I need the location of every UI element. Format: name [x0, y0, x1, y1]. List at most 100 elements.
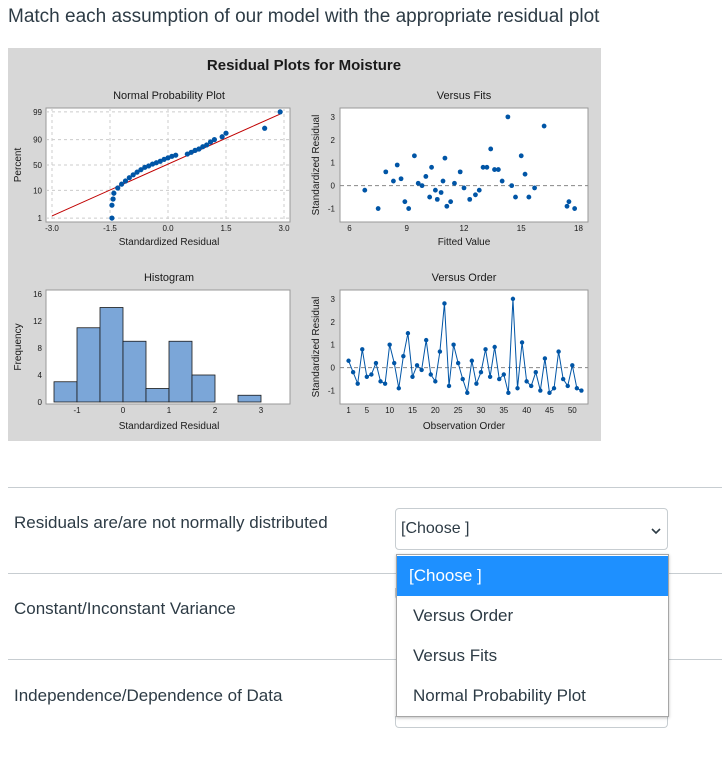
vf-point [440, 178, 446, 184]
dropdown-option[interactable]: [Choose ] [397, 556, 668, 596]
npp-point [196, 146, 202, 152]
vo-point [465, 390, 470, 396]
vo-point [419, 367, 424, 373]
vf-point [480, 164, 486, 170]
vf-xtick: 6 [347, 224, 352, 233]
vf-point [406, 206, 412, 211]
vo-xtick: 1 [346, 406, 351, 415]
npp-point [219, 134, 225, 140]
vo-point [560, 376, 566, 382]
vo-point [547, 390, 552, 396]
dropdown-option[interactable]: Versus Order [413, 606, 514, 625]
vo-xtick: 25 [454, 406, 463, 415]
vo-point [510, 296, 516, 302]
histogram-bar [145, 388, 170, 403]
npp-xlabel: Standardized Residual [119, 237, 220, 248]
vf-point [476, 187, 482, 193]
hist-ytick: 12 [33, 317, 42, 326]
hist-ytick: 0 [38, 398, 43, 407]
vo-xtick: 35 [499, 406, 508, 415]
npp-point [211, 137, 217, 143]
histogram-bar [191, 374, 216, 403]
vo-point [455, 360, 461, 366]
vo-xtick: 10 [385, 406, 394, 415]
vo-point [524, 379, 529, 384]
vo-point [346, 358, 351, 363]
vf-point [518, 153, 524, 159]
vf-point [398, 176, 404, 182]
vf-point [452, 180, 457, 186]
vo-point [579, 388, 584, 393]
vf-point [375, 206, 381, 211]
question-text: Match each assumption of our model with … [8, 6, 600, 27]
vo-point [401, 353, 406, 359]
vf-point [532, 185, 537, 191]
histogram-bar [53, 381, 78, 403]
npp-title: Normal Probability Plot [113, 90, 225, 102]
vf-point [564, 203, 570, 209]
divider [8, 487, 722, 488]
vf-point [522, 171, 528, 177]
npp-xtick: 0.0 [162, 224, 174, 233]
npp-point [277, 109, 283, 115]
vf-point [492, 167, 497, 172]
histogram-bar [237, 394, 262, 403]
vo-xtick: 5 [365, 406, 370, 415]
hist-xtick: 2 [213, 406, 218, 415]
vo-xtick: 45 [545, 406, 554, 415]
hist-ylabel: Frequency [13, 323, 24, 370]
vo-point [551, 386, 557, 391]
vo-point [355, 381, 360, 386]
vf-ytick: 0 [331, 182, 336, 191]
vf-point [444, 203, 450, 209]
residual-plots-figure: Residual Plots for Moisture Normal Proba… [8, 48, 601, 441]
npp-point [115, 185, 121, 191]
vo-point [428, 372, 433, 377]
vf-point [526, 194, 532, 200]
answer-select-independence[interactable] [395, 716, 668, 728]
vf-point [434, 196, 440, 202]
npp-point [207, 139, 214, 145]
vo-point [387, 342, 392, 347]
hist-xtick: 0 [121, 406, 126, 415]
npp-point [146, 163, 152, 169]
vo-point [501, 372, 507, 377]
vf-point [423, 174, 429, 179]
vo-point [506, 390, 511, 396]
vf-point [467, 196, 473, 202]
vo-ytick: 3 [331, 295, 336, 304]
npp-xtick: 3.0 [278, 224, 290, 233]
vo-point [414, 363, 420, 368]
vf-point [419, 183, 425, 189]
npp-point [200, 144, 206, 150]
select-dropdown-menu: [Choose ] Versus Order Versus Fits Norma… [396, 554, 669, 717]
vo-ytick: 1 [331, 341, 336, 350]
vo-point [396, 386, 401, 391]
npp-point [204, 142, 210, 148]
vo-xtick: 40 [522, 406, 531, 415]
vo-point [487, 374, 493, 379]
vo-point [373, 360, 379, 366]
npp-ytick: 90 [33, 136, 42, 145]
vo-point [469, 358, 475, 363]
vo-point [483, 347, 488, 352]
vf-point [499, 178, 505, 184]
npp-point [109, 202, 115, 208]
vo-xtick: 30 [477, 406, 486, 415]
npp-point [111, 190, 117, 196]
npp-point [134, 169, 140, 175]
dropdown-option[interactable]: Normal Probability Plot [413, 686, 586, 705]
vf-ytick: 1 [331, 159, 336, 168]
vo-title: Versus Order [432, 272, 497, 284]
dropdown-option[interactable]: Versus Fits [413, 646, 498, 665]
vf-point [412, 153, 417, 159]
answer-select[interactable]: [Choose ] [395, 508, 668, 550]
vo-series-line [348, 298, 582, 394]
npp-point [184, 151, 190, 157]
vo-point [392, 360, 397, 366]
histogram-bar [76, 327, 101, 403]
vo-point [451, 342, 456, 347]
vo-point [542, 356, 548, 361]
hist-ytick: 16 [33, 290, 42, 299]
vo-xlabel: Observation Order [423, 421, 506, 432]
